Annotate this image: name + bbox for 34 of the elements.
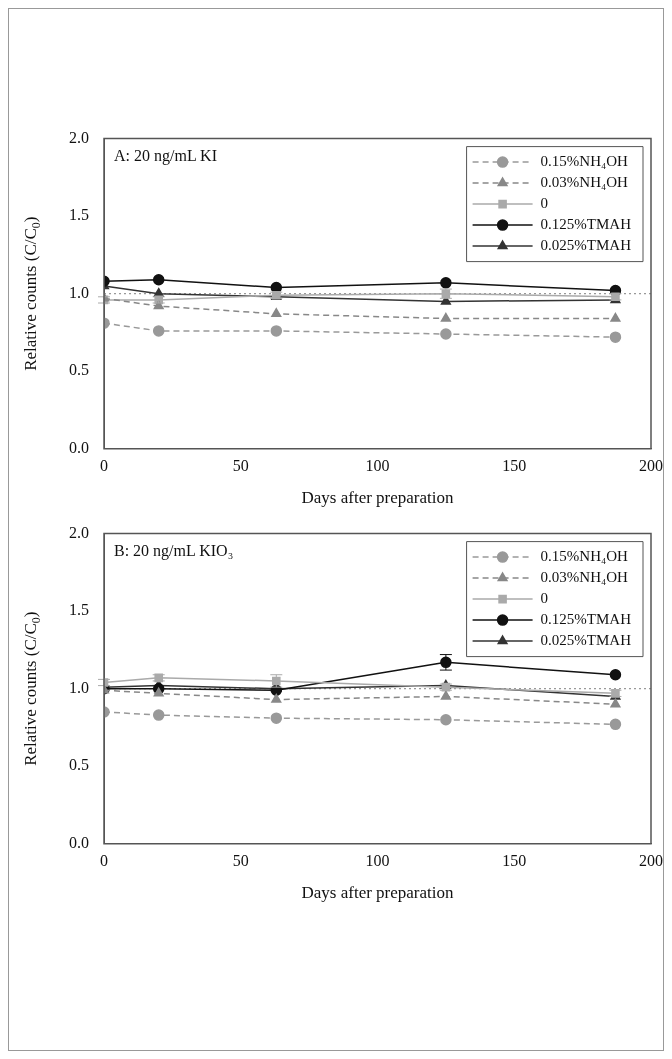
legend-label: 0.03%NH₄OH (540, 569, 629, 586)
x-tick-label: 150 (502, 851, 527, 869)
x-tick-label: 200 (639, 851, 663, 869)
annotation: B: 20 ng/mL KIO₃ (114, 541, 234, 560)
y-tick-label: 1.0 (69, 678, 89, 696)
x-tick-label: 100 (365, 456, 390, 474)
legend-label: 0 (540, 195, 549, 212)
x-tick-label: 50 (232, 851, 249, 869)
x-axis-title: Days after preparation (301, 488, 454, 508)
x-tick-label: 50 (232, 456, 249, 474)
y-tick-label: 1.5 (69, 206, 89, 224)
annotation: A: 20 ng/mL KI (114, 146, 217, 165)
x-axis-title: Days after preparation (301, 883, 454, 903)
legend-label: 0.15%NH₄OH (540, 153, 629, 170)
y-tick-label: 0.5 (69, 756, 89, 774)
legend-label: 0.025%TMAH (540, 632, 632, 649)
legend-label: 0.03%NH₄OH (540, 174, 629, 191)
y-tick-label: 0.5 (69, 361, 89, 379)
legend-label: 0.025%TMAH (540, 237, 632, 254)
legend-label: 0.125%TMAH (540, 216, 632, 233)
legend-label: 0.15%NH₄OH (540, 548, 629, 565)
x-tick-label: 0 (100, 851, 108, 869)
legend-label: 0 (540, 590, 549, 607)
y-tick-label: 1.0 (69, 283, 89, 301)
x-tick-label: 150 (502, 456, 527, 474)
y-tick-label: 2.0 (69, 523, 89, 541)
y-tick-label: 1.5 (69, 601, 89, 619)
x-tick-label: 100 (365, 851, 390, 869)
y-tick-label: 0.0 (69, 439, 89, 456)
x-tick-label: 0 (100, 456, 108, 474)
x-tick-label: 200 (639, 456, 663, 474)
y-tick-label: 2.0 (69, 128, 89, 146)
legend-label: 0.125%TMAH (540, 611, 632, 628)
y-tick-label: 0.0 (69, 834, 89, 851)
